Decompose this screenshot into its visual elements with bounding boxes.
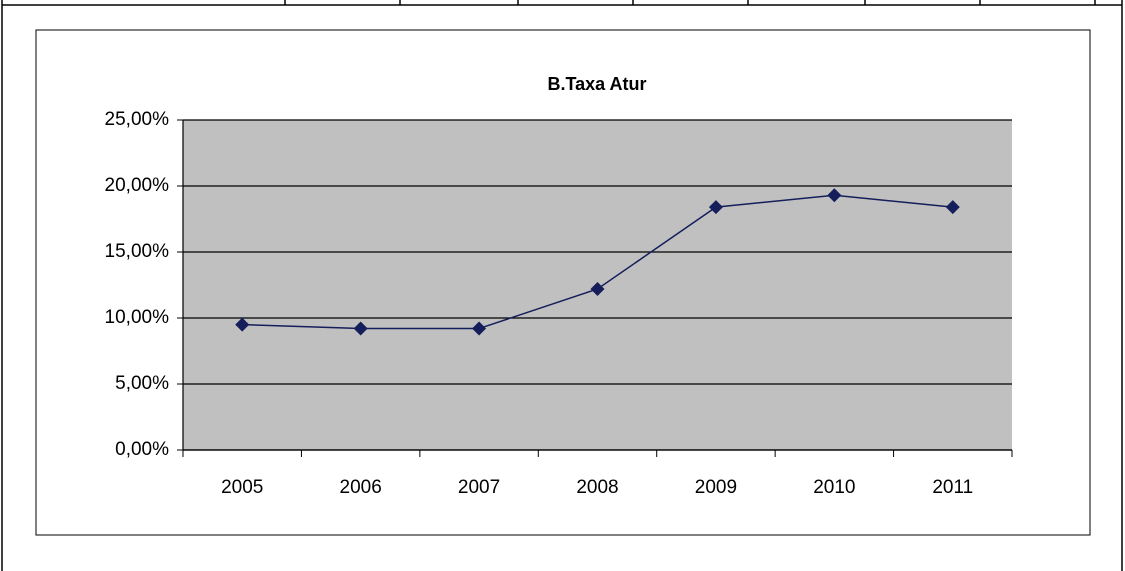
- y-tick-label: 0,00%: [115, 439, 169, 460]
- data-point: [235, 317, 250, 332]
- y-tick-label: 20,00%: [105, 175, 170, 196]
- x-tick-label: 2008: [576, 477, 618, 498]
- data-point: [590, 281, 605, 296]
- x-tick-label: 2011: [932, 477, 973, 498]
- y-tick-label: 10,00%: [105, 307, 170, 328]
- x-tick-label: 2007: [458, 477, 500, 498]
- y-tick-label: 25,00%: [105, 109, 170, 130]
- x-tick-label: 2005: [221, 477, 263, 498]
- chart-title: B.Taxa Atur: [547, 74, 646, 94]
- data-point: [827, 188, 842, 203]
- x-tick-label: 2006: [340, 477, 382, 498]
- data-point: [945, 200, 960, 215]
- x-tick-label: 2009: [695, 477, 737, 498]
- y-tick-label: 15,00%: [105, 241, 170, 262]
- x-tick-label: 2010: [813, 477, 855, 498]
- data-point: [472, 321, 487, 336]
- data-point: [353, 321, 368, 336]
- data-point: [708, 200, 723, 215]
- y-tick-label: 5,00%: [115, 373, 169, 394]
